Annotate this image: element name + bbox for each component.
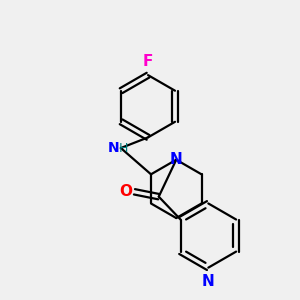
Text: N: N xyxy=(107,141,119,155)
Text: O: O xyxy=(119,184,132,199)
Text: N: N xyxy=(202,274,215,290)
Text: H: H xyxy=(119,142,128,154)
Text: F: F xyxy=(143,54,153,69)
Text: N: N xyxy=(170,152,183,167)
